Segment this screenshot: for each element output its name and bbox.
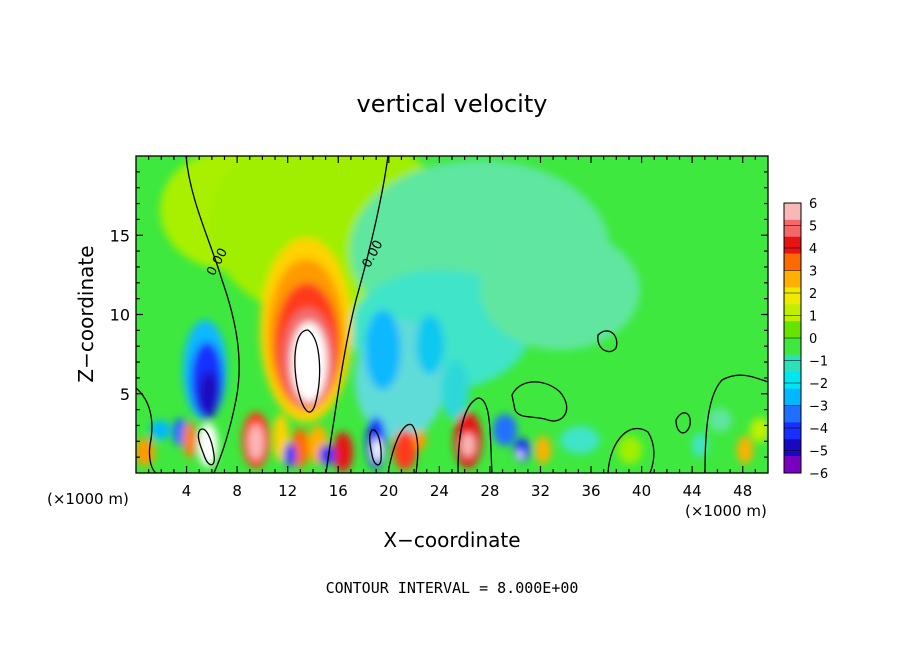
colorbar-label: 4	[809, 242, 817, 257]
colorbar-label: 0	[809, 332, 817, 347]
field-feature	[514, 438, 530, 462]
field-feature	[291, 322, 327, 402]
colorbar-swatch	[784, 405, 801, 423]
colorbar-label: 1	[809, 310, 817, 325]
contour-line	[675, 412, 691, 434]
y-tick-label: 5	[120, 385, 130, 404]
axis-ticks	[136, 156, 768, 473]
field-feature	[136, 438, 155, 466]
field-feature	[461, 433, 475, 457]
x-tick-label: 40	[632, 482, 651, 500]
colorbar-swatch	[784, 236, 801, 254]
field-feature	[692, 433, 708, 457]
field-feature	[535, 436, 551, 464]
colorbar-label: 6	[809, 197, 817, 212]
colorbar-swatch	[784, 219, 801, 238]
x-tick-label: 4	[182, 482, 192, 500]
x-axis-label: X−coordinate	[383, 528, 520, 552]
contour-line	[185, 156, 240, 473]
field-feature	[198, 423, 218, 467]
x-tick-label: 32	[531, 482, 550, 500]
colorbar-swatch	[784, 338, 801, 356]
contour-line	[704, 374, 768, 473]
field-feature	[737, 436, 753, 464]
contour-line	[325, 156, 389, 473]
field-feature	[416, 315, 444, 375]
colorbar-label: −3	[809, 400, 828, 415]
field-feature	[560, 426, 600, 454]
colorbar-label: 5	[809, 220, 817, 235]
colorbar-label: 3	[809, 265, 817, 280]
contour-line	[369, 429, 382, 466]
x-tick-label: 36	[581, 482, 600, 500]
colorbar-swatch	[784, 354, 801, 373]
colorbar-label: −5	[809, 445, 828, 460]
contour-line	[294, 329, 321, 413]
plot-area	[136, 156, 768, 473]
y-tick-label: 10	[110, 306, 130, 325]
y-tick-label: 15	[110, 226, 130, 245]
field-feature	[750, 418, 768, 442]
colorbar-swatch	[784, 287, 801, 305]
field-feature	[618, 436, 642, 464]
colorbar-label: −2	[809, 377, 828, 392]
contour-line	[136, 387, 157, 473]
contour-interval-note: CONTOUR INTERVAL = 8.000E+00	[326, 579, 579, 597]
field-feature	[441, 360, 469, 420]
colorbar-label: 2	[809, 287, 817, 302]
contour-lines	[136, 156, 768, 473]
colorbar-swatch	[784, 203, 801, 221]
field-feature	[372, 438, 382, 462]
colorbar-swatch	[784, 439, 801, 457]
field-feature	[365, 310, 401, 390]
field-feature	[708, 408, 732, 432]
field-feature	[493, 414, 517, 446]
contour-line	[511, 381, 568, 422]
colorbar-label: −4	[809, 422, 828, 437]
x-unit-left: (×1000 m)	[47, 490, 129, 508]
colorbar-swatch	[784, 388, 801, 406]
x-tick-label: 24	[430, 482, 449, 500]
field-feature	[150, 420, 170, 440]
field-feature	[284, 443, 296, 467]
colorbar-label: −1	[809, 355, 828, 370]
field-feature	[480, 230, 640, 350]
x-tick-label: 8	[232, 482, 242, 500]
velocity-field	[136, 156, 768, 472]
contour-line	[197, 428, 215, 466]
field-feature	[199, 371, 219, 419]
contour-line	[457, 397, 493, 473]
contour-line	[387, 423, 419, 473]
x-tick-label: 48	[733, 482, 752, 500]
colorbar-swatch	[784, 304, 801, 322]
x-tick-label: 16	[329, 482, 348, 500]
field-feature	[517, 451, 523, 459]
colorbar-swatch	[784, 422, 801, 440]
colorbar-swatch	[784, 270, 801, 288]
colorbar-label: −6	[809, 467, 828, 482]
colorbar: 6 5 4 3 2 1 0 −1 −2 −3 −4 −5 −6	[783, 197, 828, 482]
colorbar-swatch	[784, 456, 801, 474]
field-feature	[183, 422, 197, 458]
x-unit-right: (×1000 m)	[685, 502, 767, 520]
colorbar-swatch	[784, 253, 801, 271]
contour-line	[607, 427, 655, 473]
field-feature	[333, 432, 353, 472]
colorbar-swatch	[784, 321, 801, 339]
field-feature	[248, 424, 264, 460]
field-feature	[393, 430, 417, 470]
x-tick-label: 12	[278, 482, 297, 500]
x-tick-label: 44	[683, 482, 702, 500]
contour-line	[597, 330, 618, 353]
chart-title: vertical velocity	[357, 90, 548, 118]
x-tick-label: 28	[480, 482, 499, 500]
y-axis-label: Z−coordinate	[74, 245, 98, 382]
field-feature	[319, 445, 335, 465]
x-tick-label: 20	[379, 482, 398, 500]
colorbar-swatch	[784, 371, 801, 389]
